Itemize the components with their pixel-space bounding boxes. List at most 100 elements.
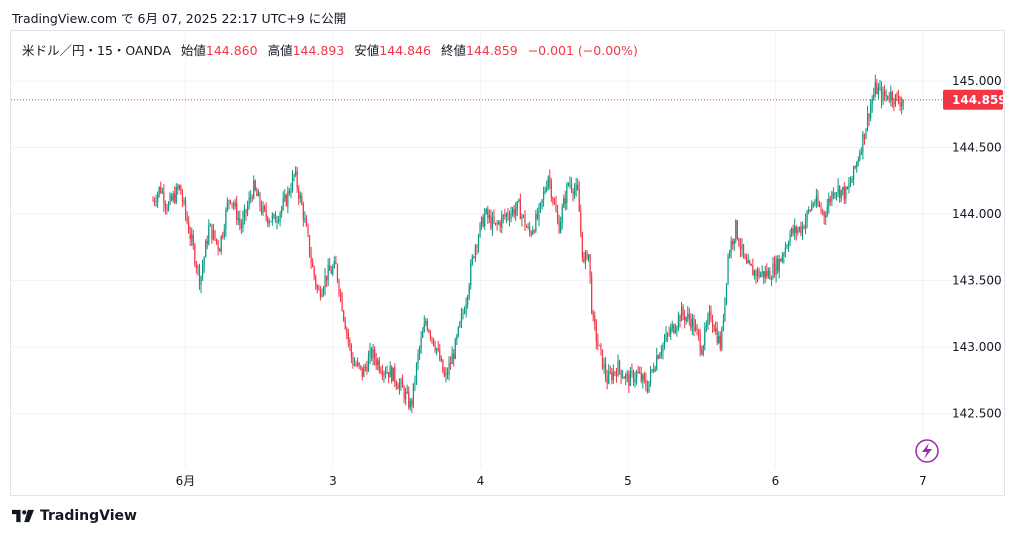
candle-body [587, 254, 590, 260]
candle-body [192, 234, 194, 246]
candle-body [327, 265, 329, 281]
candle-body [355, 363, 357, 366]
candle-body [405, 392, 407, 400]
candle-body [324, 275, 326, 289]
candle-body [837, 186, 839, 193]
candle-body [169, 195, 171, 204]
candle-body [166, 207, 168, 211]
candle-body [670, 328, 672, 335]
candle-body [817, 196, 819, 205]
candle-body [397, 386, 399, 390]
candle-body [491, 216, 494, 229]
candle-body [322, 288, 325, 294]
candle-body [279, 212, 281, 221]
candle-body [262, 206, 264, 213]
candle-body [529, 227, 531, 233]
candle-body [646, 387, 649, 392]
candle-body [395, 382, 397, 387]
candle-body [420, 337, 422, 348]
candle-body [677, 315, 680, 328]
candle-body [510, 213, 512, 219]
candle-body [487, 209, 489, 218]
candle-body [897, 96, 900, 103]
candle-body [856, 162, 858, 168]
candle-body [564, 198, 566, 204]
candle-body [859, 153, 861, 160]
candle-body [477, 236, 480, 248]
candle-body [597, 341, 599, 346]
candle-body [352, 356, 354, 366]
candle-body [295, 171, 297, 175]
candle-body [691, 318, 693, 328]
candle-body [293, 174, 295, 176]
open-value: 144.860 [205, 43, 258, 58]
candle-body [254, 180, 256, 190]
candle-body [744, 254, 746, 259]
candle-body [581, 231, 583, 258]
candle-body [479, 223, 481, 237]
candle-body [160, 187, 162, 193]
candle-body [725, 283, 728, 298]
chart-frame[interactable] [10, 30, 1005, 496]
candle-body [439, 349, 441, 361]
lightning-icon[interactable] [915, 439, 939, 463]
candle-body [372, 349, 374, 359]
candle-body [890, 91, 892, 100]
time-axis: 6月 3 4 5 6 7 [176, 474, 927, 488]
candle-body [639, 372, 641, 374]
candle-body [299, 195, 301, 199]
candle-body [851, 179, 853, 183]
candle-body [374, 349, 376, 360]
candle-body [194, 245, 196, 264]
candle-body [715, 328, 717, 332]
candle-body [876, 82, 878, 94]
candle-body [825, 216, 827, 218]
candle-body [674, 330, 676, 333]
candle-body [601, 349, 604, 369]
candle-body [164, 203, 166, 208]
candle-body [783, 253, 785, 257]
time-tick-label: 6月 [176, 474, 196, 488]
candle-body [820, 206, 822, 211]
candle-body [626, 374, 628, 376]
candle-body [882, 90, 884, 101]
candle-body [772, 263, 774, 279]
candle-body [522, 215, 525, 217]
candle-body [640, 372, 642, 382]
candle-body [665, 333, 667, 341]
candle-body [383, 372, 385, 376]
symbol-label[interactable]: 米ドル／円・15・OANDA [22, 43, 171, 58]
candle-body [502, 215, 504, 217]
candle-body [515, 209, 517, 216]
candle-body [800, 226, 802, 234]
candle-body [659, 354, 661, 359]
candle-body [716, 328, 718, 343]
candle-body [738, 238, 740, 246]
candle-body [660, 351, 662, 355]
candle-body [857, 159, 859, 163]
candle-body [742, 244, 745, 255]
candle-body [880, 87, 883, 101]
candle-body [411, 400, 413, 406]
tradingview-footer[interactable]: TradingView [12, 508, 137, 524]
candle-body [693, 318, 695, 332]
candle-body [496, 222, 498, 224]
candle-body [770, 278, 773, 280]
candle-body [612, 371, 614, 381]
candle-body [839, 186, 841, 198]
candle-body [521, 215, 523, 220]
price-tick-label: 142.500 [952, 407, 1002, 421]
candle-body [756, 270, 759, 277]
candle-body [507, 213, 509, 217]
candle-body [704, 327, 706, 346]
candle-body [422, 331, 424, 338]
candle-body [380, 370, 382, 373]
candle-body [544, 190, 546, 193]
candle-body [560, 222, 562, 233]
candle-body [873, 94, 875, 100]
candle-body [336, 264, 339, 281]
price-tick-label: 143.000 [952, 340, 1002, 354]
candle-body [256, 189, 258, 197]
candle-body [208, 226, 210, 244]
